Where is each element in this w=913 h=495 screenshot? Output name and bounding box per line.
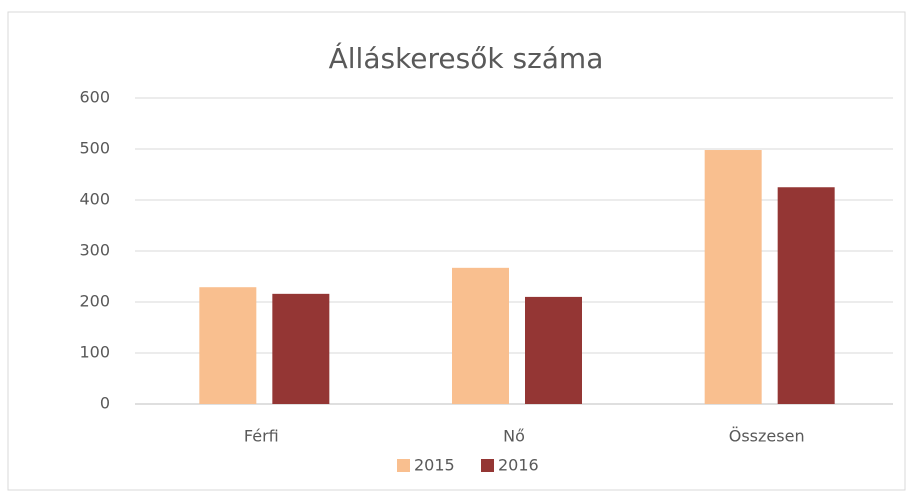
y-tick-label: 100	[79, 343, 110, 362]
y-tick-label: 400	[79, 190, 110, 209]
bar	[199, 287, 257, 404]
legend-swatch	[481, 459, 494, 472]
x-tick-label: Nő	[503, 427, 525, 446]
chart-title: Álláskeresők száma	[329, 41, 604, 75]
legend-label: 2016	[498, 456, 539, 475]
bar	[525, 296, 582, 404]
bar	[704, 150, 762, 404]
legend-label: 2015	[414, 456, 455, 475]
y-tick-label: 500	[79, 139, 110, 158]
legend-swatch	[397, 459, 410, 472]
y-tick-label: 0	[100, 394, 110, 413]
y-tick-label: 200	[79, 292, 110, 311]
x-tick-label: Férfi	[244, 427, 279, 446]
y-tick-label: 600	[79, 88, 110, 107]
bar	[452, 267, 509, 404]
bar	[777, 187, 835, 404]
bar	[272, 293, 330, 404]
y-tick-label: 300	[79, 241, 110, 260]
x-tick-label: Összesen	[729, 427, 805, 446]
